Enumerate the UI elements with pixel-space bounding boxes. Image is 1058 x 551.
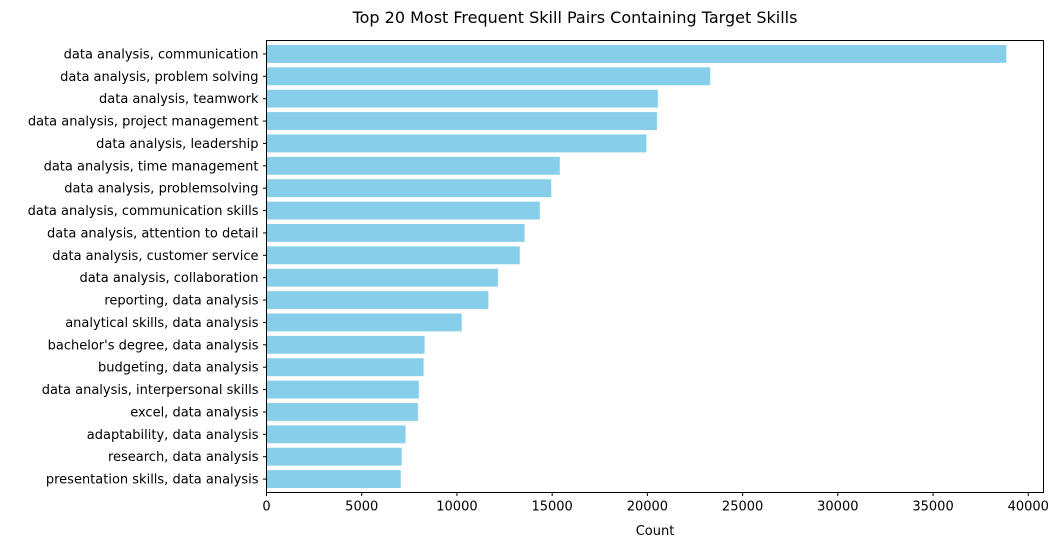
bar — [266, 358, 424, 377]
category-label: data analysis, interpersonal skills — [42, 383, 259, 398]
category-label: data analysis, leadership — [96, 137, 258, 152]
bar — [266, 470, 401, 489]
bar — [266, 156, 560, 175]
bar — [266, 335, 425, 354]
x-tick-label: 35000 — [912, 500, 953, 515]
bar — [266, 223, 525, 242]
category-label: data analysis, communication — [64, 47, 259, 62]
category-label: adaptability, data analysis — [87, 428, 259, 443]
x-tick-label: 15000 — [531, 500, 572, 515]
category-label: budgeting, data analysis — [98, 361, 259, 376]
category-label: data analysis, teamwork — [99, 92, 259, 107]
bar — [266, 112, 657, 131]
category-labels: data analysis, communication data analysi… — [28, 47, 267, 488]
x-tick-label: 0 — [262, 500, 270, 515]
x-axis-label: Count — [636, 524, 675, 539]
category-label: bachelor's degree, data analysis — [48, 338, 259, 353]
category-label: research, data analysis — [108, 450, 259, 465]
category-label: data analysis, collaboration — [79, 271, 258, 286]
bar — [266, 246, 520, 265]
bars-layer — [266, 44, 1007, 489]
category-label: data analysis, problemsolving — [64, 182, 258, 197]
bar — [266, 380, 419, 399]
bar — [266, 291, 489, 310]
x-tick-label: 25000 — [722, 500, 763, 515]
x-axis: 0 5000 10000 15000 20000 25000 30000 35000 40000 — [262, 492, 1049, 515]
bar — [266, 44, 1007, 63]
category-label: data analysis, problem solving — [60, 70, 258, 85]
plot-frame — [266, 40, 1044, 493]
category-label: presentation skills, data analysis — [46, 473, 259, 488]
x-tick-label: 10000 — [436, 500, 477, 515]
x-tick-label: 5000 — [345, 500, 378, 515]
category-label: data analysis, communication skills — [28, 204, 259, 219]
category-label: reporting, data analysis — [104, 294, 258, 309]
bar — [266, 179, 552, 198]
bar — [266, 447, 402, 466]
bar — [266, 268, 498, 287]
category-label: data analysis, customer service — [52, 249, 258, 264]
x-tick-label: 40000 — [1008, 500, 1049, 515]
bar — [266, 89, 658, 108]
bar — [266, 201, 540, 220]
category-label: analytical skills, data analysis — [65, 316, 258, 331]
bar — [266, 313, 462, 332]
category-label: excel, data analysis — [130, 405, 259, 420]
category-label: data analysis, project management — [28, 115, 259, 130]
bar — [266, 67, 711, 86]
category-label: data analysis, time management — [44, 159, 259, 174]
chart-title: Top 20 Most Frequent Skill Pairs Contain… — [352, 8, 798, 27]
x-tick-label: 20000 — [627, 500, 668, 515]
bar — [266, 134, 647, 153]
bar — [266, 402, 418, 421]
x-tick-label: 30000 — [817, 500, 858, 515]
bar — [266, 425, 406, 444]
category-label: data analysis, attention to detail — [47, 226, 258, 241]
